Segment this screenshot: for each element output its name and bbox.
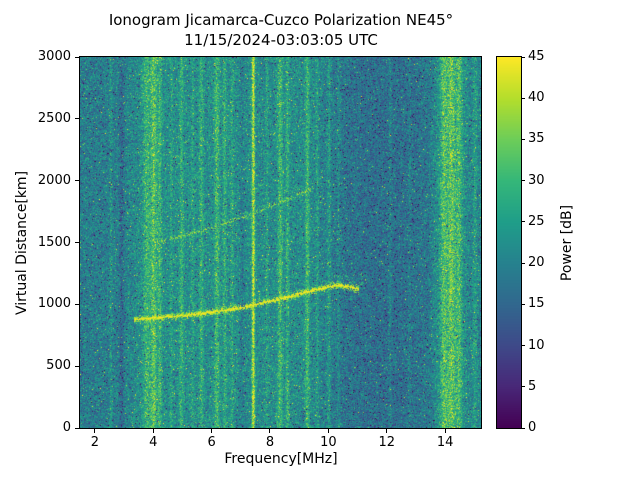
colorbar-tick-mark [521,221,525,223]
y-axis-label: Virtual Distance[km] [14,170,30,316]
x-tick-mark [94,429,96,433]
colorbar-tick-label: 5 [528,378,537,394]
ionogram-heatmap [80,57,481,428]
x-tick-label: 8 [265,435,275,450]
colorbar-tick-label: 15 [528,296,545,312]
colorbar-tick-label: 45 [528,49,545,64]
x-tick-mark [211,429,213,433]
y-tick-label: 2500 [37,110,71,126]
colorbar-tick-mark [521,303,525,305]
x-axis-label: Frequency[MHz] [224,451,338,467]
colorbar [497,57,521,428]
x-tick-mark [269,429,271,433]
x-tick-label: 4 [149,435,158,450]
x-tick-mark [327,429,329,433]
colorbar-tick-label: 10 [528,337,545,353]
plot-title: Ionogram Jicamarca-Cuzco Polarization NE… [108,11,454,29]
x-tick-label: 6 [207,435,216,450]
colorbar-tick-label: 25 [528,213,545,229]
x-tick-label: 10 [320,435,337,450]
x-tick-mark [386,429,388,433]
colorbar-tick-label: 35 [528,131,545,147]
y-tick-mark [75,118,79,120]
y-tick-mark [75,180,79,182]
y-tick-mark [75,365,79,367]
y-tick-label: 1000 [37,296,71,312]
colorbar-tick-mark [521,97,525,99]
colorbar-border [496,56,522,429]
colorbar-tick-label: 30 [528,172,545,188]
x-tick-mark [444,429,446,433]
y-tick-mark [75,242,79,243]
colorbar-tick-label: 20 [528,255,545,271]
x-tick-label: 14 [436,435,454,450]
plot-subtitle: 11/15/2024-03:03:05 UTC [184,31,378,49]
y-tick-label: 0 [62,420,71,435]
colorbar-tick-mark [521,262,525,264]
y-tick-label: 500 [46,358,71,374]
colorbar-tick-mark [521,138,525,140]
y-tick-mark [75,427,79,429]
plot-area-border [79,56,482,429]
colorbar-tick-label: 40 [528,90,545,106]
colorbar-tick-mark [521,345,525,347]
colorbar-tick-mark [521,386,525,388]
colorbar-tick-mark [521,427,525,429]
x-tick-mark [152,429,154,433]
x-tick-label: 12 [378,435,395,450]
colorbar-tick-label: 0 [528,420,537,435]
y-tick-label: 2000 [37,172,71,188]
y-tick-label: 1500 [37,234,71,250]
y-tick-label: 3000 [37,49,71,64]
colorbar-label: Power [dB] [559,204,575,282]
y-tick-mark [75,56,79,58]
y-tick-mark [75,303,79,305]
colorbar-tick-mark [521,180,525,182]
colorbar-tick-mark [521,56,525,58]
x-tick-label: 2 [90,435,100,450]
